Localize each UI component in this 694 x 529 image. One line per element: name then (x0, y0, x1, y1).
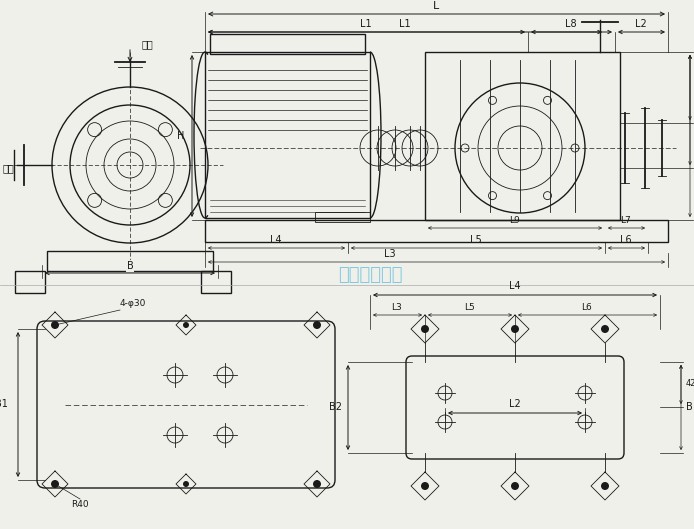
Text: L4: L4 (270, 235, 282, 245)
Bar (205, 52, 370, 218)
Text: 420: 420 (686, 379, 694, 388)
Circle shape (51, 480, 59, 488)
Text: B: B (126, 261, 133, 271)
Text: L8: L8 (565, 19, 577, 29)
Text: L7: L7 (620, 216, 632, 225)
Text: L: L (433, 1, 439, 11)
Text: L5: L5 (464, 303, 475, 312)
Text: 永嘉龙洋泵阀: 永嘉龙洋泵阀 (338, 266, 403, 284)
Text: L4: L4 (509, 281, 520, 291)
Text: 吐出: 吐出 (142, 39, 154, 49)
Circle shape (313, 480, 321, 488)
Text: 4-φ30: 4-φ30 (120, 299, 146, 308)
Circle shape (601, 325, 609, 333)
Circle shape (601, 482, 609, 490)
Circle shape (421, 482, 429, 490)
Circle shape (313, 321, 321, 329)
Text: L2: L2 (509, 399, 521, 409)
Text: R40: R40 (71, 500, 89, 509)
Text: 吸入: 吸入 (3, 163, 15, 173)
Bar (205, 220, 668, 242)
Circle shape (511, 482, 519, 490)
Text: L6: L6 (620, 235, 632, 245)
Text: L3: L3 (384, 249, 396, 259)
Circle shape (51, 321, 59, 329)
Bar (315, 212, 370, 222)
Text: L1: L1 (360, 19, 372, 29)
Text: H: H (177, 131, 184, 141)
Text: L3: L3 (391, 303, 403, 312)
Text: B: B (686, 402, 693, 412)
Text: L1: L1 (399, 19, 411, 29)
Bar (210, 34, 365, 54)
Circle shape (511, 325, 519, 333)
Text: L5: L5 (470, 235, 482, 245)
Text: L2: L2 (635, 19, 647, 29)
Text: B1: B1 (0, 399, 8, 409)
Bar (425, 52, 620, 220)
Circle shape (421, 325, 429, 333)
Circle shape (183, 322, 189, 328)
Text: L6: L6 (582, 303, 593, 312)
Text: B2: B2 (329, 402, 342, 412)
Circle shape (183, 481, 189, 487)
Bar (47, 251, 213, 271)
Text: L9: L9 (509, 216, 520, 225)
